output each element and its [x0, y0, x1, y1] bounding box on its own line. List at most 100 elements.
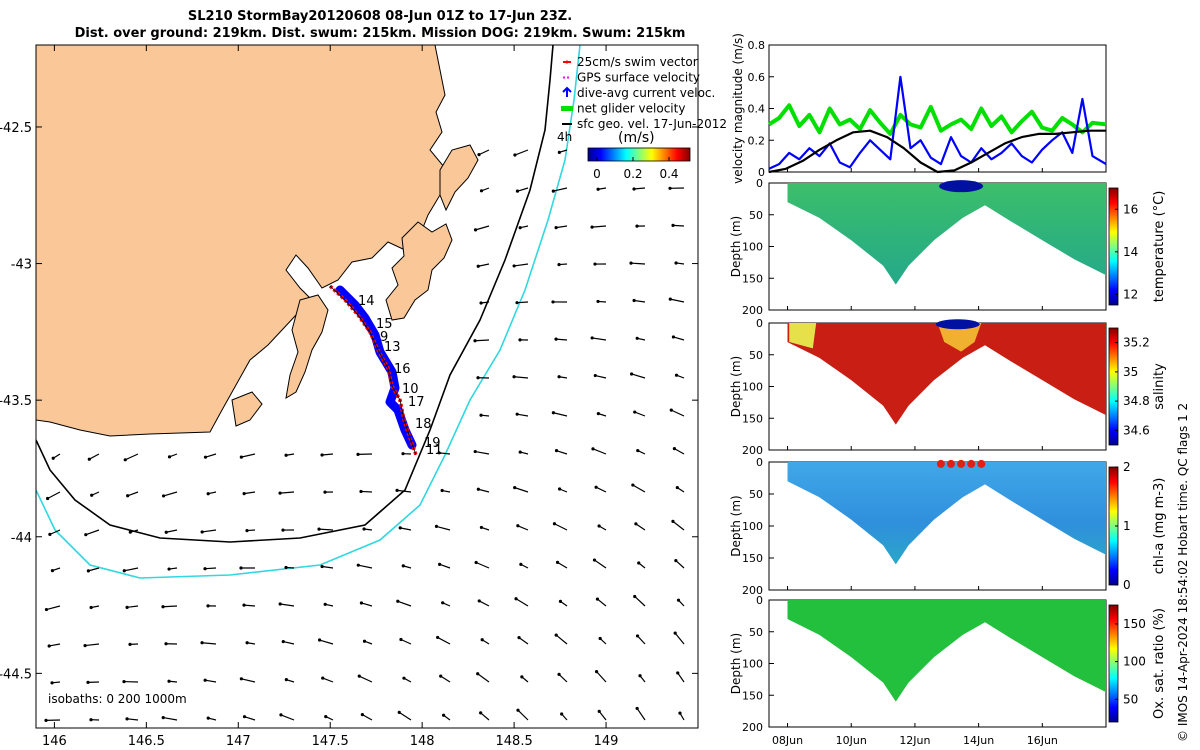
- depth-tick: 100: [742, 520, 763, 533]
- sfc-arrow: [85, 643, 100, 647]
- svg-text:net glider velocity: net glider velocity: [577, 102, 685, 116]
- land-east-coast: [439, 144, 479, 212]
- sfc-arrow: [397, 600, 412, 607]
- sfc-arrow: [558, 673, 568, 683]
- section-colorbar: [1108, 604, 1119, 723]
- sfc-arrow: [630, 262, 646, 265]
- date-tick-label: 12Jun: [899, 734, 930, 747]
- sfc-arrow: [436, 525, 451, 531]
- colorbar-tick-label: 35.2: [1123, 336, 1150, 350]
- section-panel: 0 50 100 150 200 Depth (m) 12 14 16 temperature (…: [729, 177, 1167, 317]
- day-label: 9: [380, 330, 388, 345]
- sfc-arrow: [631, 373, 646, 379]
- sfc-arrow: [241, 678, 256, 683]
- sfc-arrow: [400, 638, 412, 645]
- sfc-arrow: [243, 604, 256, 607]
- day-label: 15: [376, 317, 393, 332]
- legend-entry: GPS surface velocity: [563, 71, 700, 85]
- sfc-arrow: [674, 448, 685, 455]
- land-mass: [36, 45, 446, 437]
- sfc-arrow: [437, 636, 451, 645]
- sfc-arrow: [280, 714, 295, 721]
- colorbar-tick-label: 14: [1123, 245, 1138, 259]
- depth-label: Depth (m): [729, 216, 743, 277]
- sfc-arrow: [592, 448, 607, 455]
- land-peninsula: [385, 221, 453, 321]
- sfc-arrow: [322, 677, 334, 683]
- sfc-arrow: [126, 718, 139, 721]
- sfc-arrow: [514, 263, 529, 267]
- sfc-arrow: [556, 450, 568, 455]
- surface-velocity-arrows: [44, 149, 685, 722]
- svg-text:sfc geo. vel. 17-Jun-2012: sfc geo. vel. 17-Jun-2012: [577, 117, 727, 131]
- date-tick-label: 10Jun: [836, 734, 867, 747]
- colorbar-tick-label: 150: [1123, 617, 1146, 631]
- vel-ytick: 0.6: [748, 71, 766, 84]
- day-label: 14: [358, 294, 375, 309]
- colorbar-tick-label: 35: [1123, 365, 1138, 379]
- colorbar-tick-label: 100: [1123, 655, 1146, 669]
- sfc-arrow: [127, 491, 139, 497]
- sfc-arrow: [555, 634, 568, 645]
- sfc-arrow: [319, 639, 334, 645]
- depth-tick: 0: [756, 317, 763, 330]
- lon-tick-label: 148.5: [496, 734, 533, 749]
- sfc-arrow: [478, 149, 490, 156]
- lon-tick-label: 146.5: [128, 734, 165, 749]
- sfc-arrow: [475, 561, 490, 569]
- depth-label: Depth (m): [729, 356, 743, 417]
- sfc-arrow: [515, 598, 529, 607]
- depth-tick: 100: [742, 381, 763, 394]
- sfc-arrow: [632, 484, 646, 493]
- svg-text:dive-avg current veloc.: dive-avg current veloc.: [577, 86, 715, 100]
- sfc-arrow: [672, 224, 685, 227]
- sfc-arrow: [440, 675, 451, 683]
- depth-tick: 100: [742, 658, 763, 671]
- vel-series-line: [767, 103, 1107, 136]
- sfc-arrow: [205, 679, 217, 683]
- map-axes: 146 146.5 147 147.5 148 148.5 149-42.5-43-43.5…: [0, 45, 698, 749]
- sfc-arrow: [359, 675, 373, 683]
- colorbar-title: (m/s): [618, 130, 655, 146]
- sfc-arrow: [636, 708, 646, 721]
- sfc-arrow: [592, 337, 607, 341]
- vel-ytick: 0.2: [748, 134, 766, 147]
- sfc-arrow: [438, 452, 451, 455]
- sfc-arrow: [85, 529, 100, 536]
- sfc-arrow: [514, 376, 529, 379]
- depth-tick: 50: [749, 626, 763, 639]
- sfc-arrow: [553, 187, 568, 192]
- colorbar-tick-label: 16: [1123, 202, 1138, 216]
- sfc-arrow: [400, 527, 412, 531]
- depth-tick: 150: [742, 552, 763, 565]
- depth-tick: 200: [742, 444, 763, 457]
- sfc-arrow: [516, 301, 529, 304]
- lon-tick-label: 146: [42, 734, 67, 749]
- sfc-arrow: [594, 559, 607, 569]
- sfc-arrow: [244, 716, 256, 721]
- depth-tick: 50: [749, 488, 763, 501]
- figure-subtitle: Dist. over ground: 219km. Dist. swum: 21…: [74, 26, 686, 41]
- land-bruny: [285, 294, 329, 399]
- sfc-arrow: [557, 561, 568, 569]
- sfc-arrow: [49, 529, 61, 535]
- sfc-arrow: [635, 523, 646, 531]
- day-label: 11: [426, 443, 443, 458]
- section-panel: 0 50 100 150 200 Depth (m) 0 1 2 chl-a (mg m-3): [729, 456, 1167, 597]
- vel-series-line: [768, 75, 1107, 170]
- sfc-arrow: [241, 453, 256, 458]
- vel-ylabel: velocity magnitude (m/s): [731, 33, 745, 184]
- lon-tick-label: 147.5: [312, 734, 349, 749]
- depth-label: Depth (m): [729, 495, 743, 556]
- lat-tick-label: -43.5: [0, 394, 32, 409]
- depth-tick: 150: [742, 412, 763, 425]
- colorbar-tick-label: 12: [1123, 287, 1138, 301]
- lat-tick-label: -43: [11, 258, 32, 273]
- sfc-arrow: [514, 487, 529, 493]
- legend-entry: net glider velocity: [561, 102, 685, 116]
- sfc-arrow: [637, 635, 646, 645]
- sfc-arrow: [518, 637, 529, 645]
